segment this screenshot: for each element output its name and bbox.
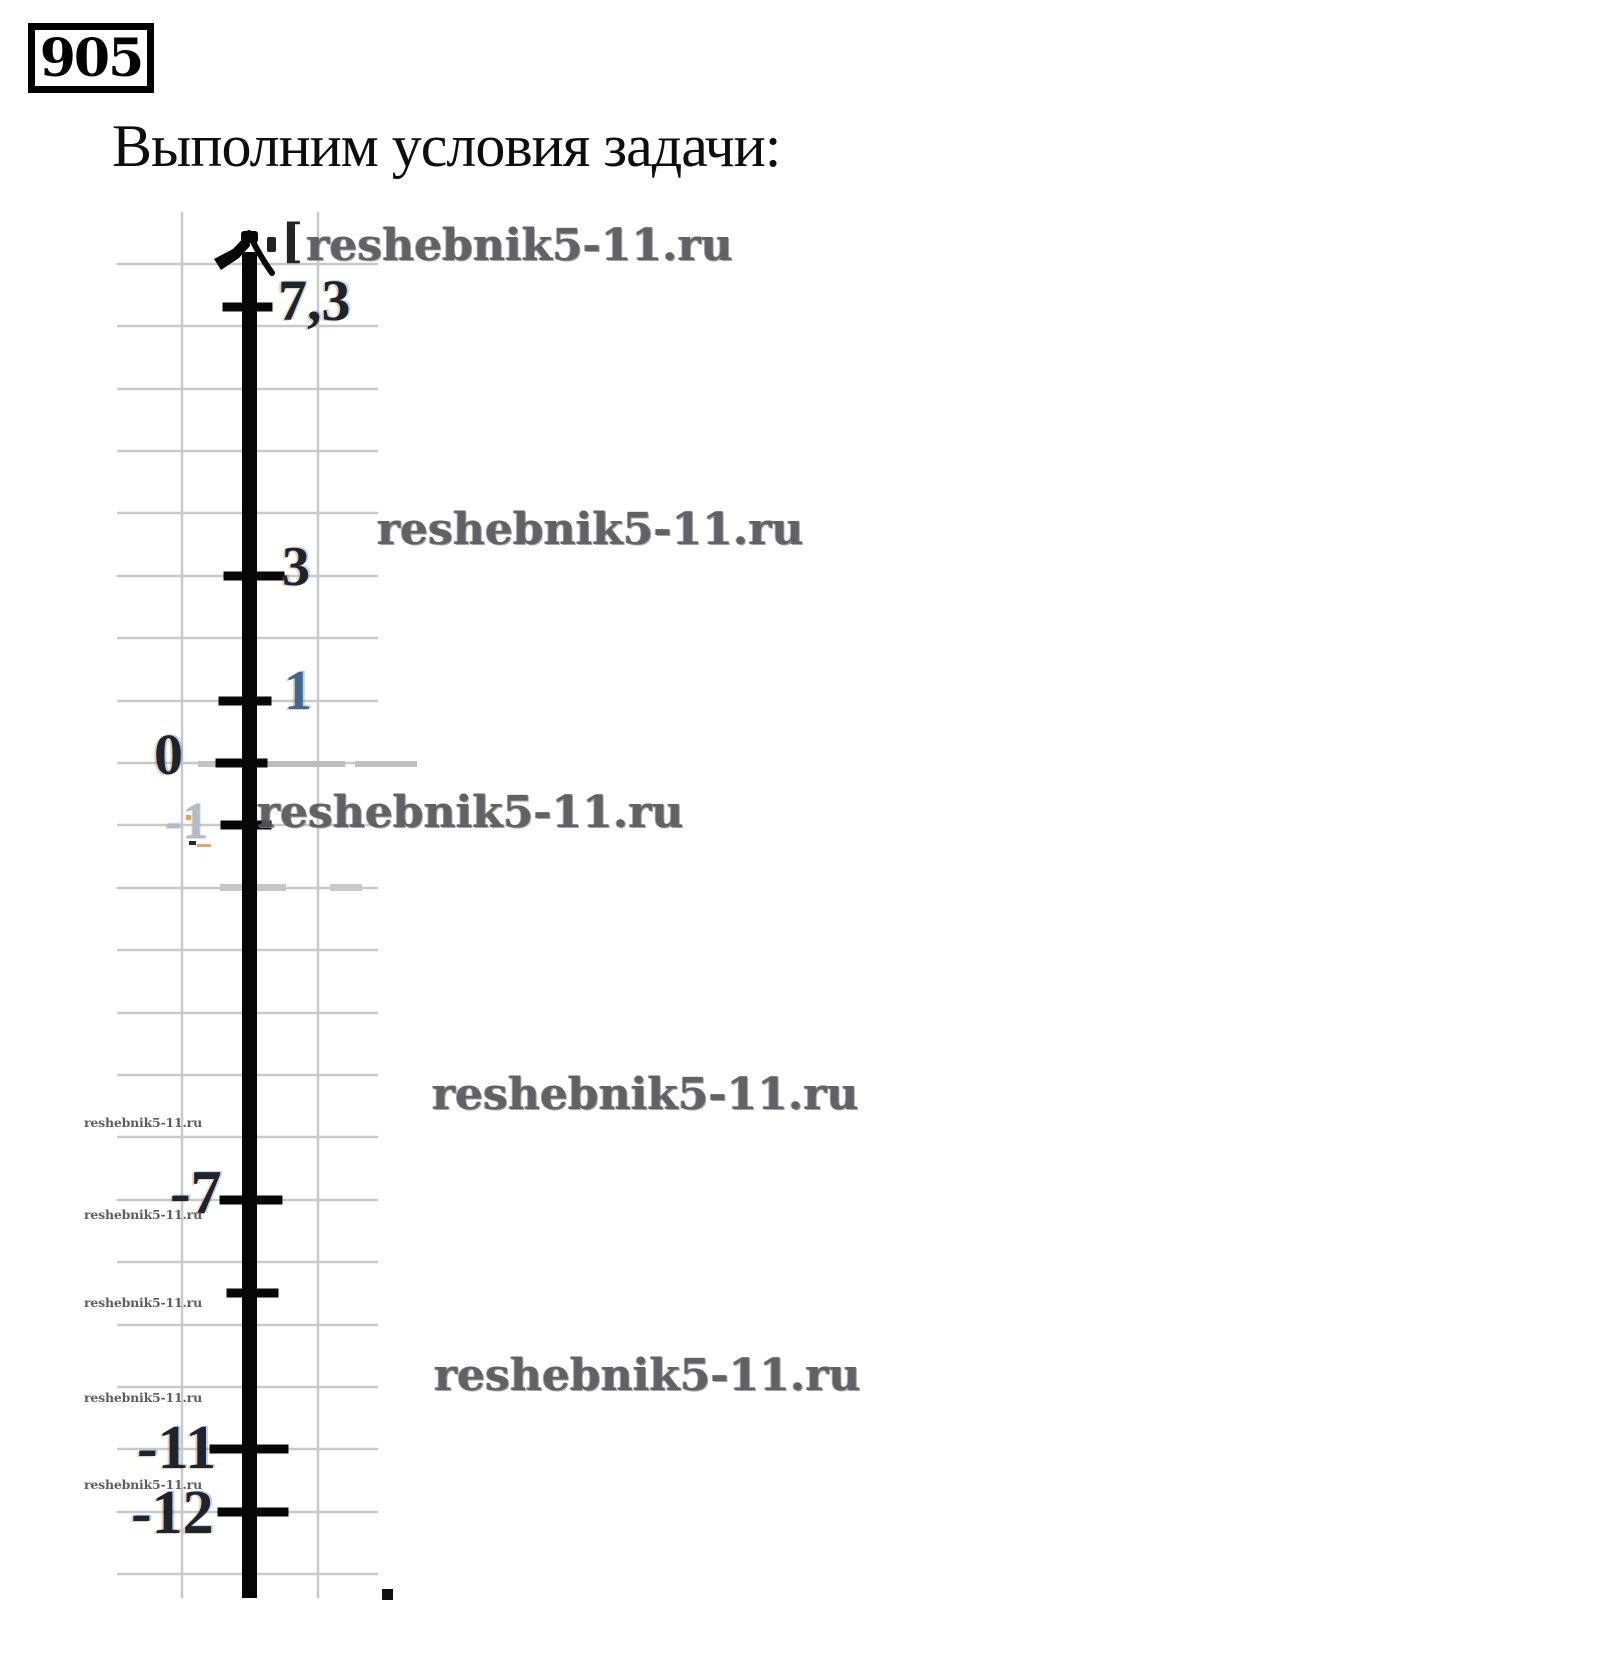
faded-mark	[263, 761, 345, 767]
watermark-bracket: [	[281, 214, 304, 269]
watermark-text: reshebnik5-11.ru	[306, 220, 733, 271]
problem-number-badge: 905	[28, 23, 154, 93]
faded-mark	[186, 815, 191, 820]
watermark-small: reshebnik5-11.ru	[84, 1207, 202, 1222]
tick-label--1: -1	[165, 793, 209, 850]
faded-mark	[197, 844, 211, 847]
faded-mark	[330, 884, 362, 891]
faded-mark	[355, 761, 417, 767]
tick-label-3: 3	[282, 536, 310, 598]
tick-label--12: -12	[131, 1479, 214, 1547]
axis-arrow-up-icon	[214, 232, 250, 270]
tick-label-7,3: 7,3	[278, 268, 351, 333]
faded-mark	[382, 1589, 393, 1600]
axis-line	[242, 252, 257, 1598]
watermark-large: reshebnik5-11.ru	[434, 1350, 861, 1401]
tick-label-0: 0	[154, 722, 183, 787]
watermark-dot-icon	[267, 237, 276, 252]
solution-heading: Выполним условия задачи:	[112, 113, 781, 179]
watermark-small: reshebnik5-11.ru	[84, 1390, 202, 1405]
watermark-large: [reshebnik5-11.ru	[265, 214, 733, 271]
watermark-large: reshebnik5-11.ru	[257, 787, 684, 838]
watermark-small: reshebnik5-11.ru	[84, 1477, 202, 1492]
axis-arrow-tip	[241, 231, 258, 243]
tick-label-1: 1	[284, 660, 312, 722]
watermark-large: reshebnik5-11.ru	[377, 504, 804, 555]
watermark-large: reshebnik5-11.ru	[432, 1069, 859, 1120]
faded-mark	[198, 761, 218, 767]
tick-label--7: -7	[170, 1159, 222, 1227]
tick-label--11: -11	[137, 1414, 217, 1482]
watermark-small: reshebnik5-11.ru	[84, 1295, 202, 1310]
watermark-small: reshebnik5-11.ru	[84, 1115, 202, 1130]
faded-mark	[189, 841, 196, 845]
